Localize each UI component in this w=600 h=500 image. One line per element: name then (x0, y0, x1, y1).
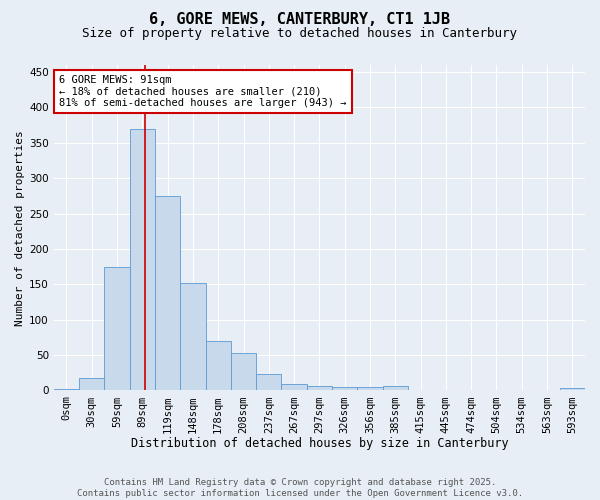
Bar (307, 386, 332, 390)
Text: 6, GORE MEWS, CANTERBURY, CT1 1JB: 6, GORE MEWS, CANTERBURY, CT1 1JB (149, 12, 451, 28)
Bar (54, 389, 79, 390)
Text: Contains HM Land Registry data © Crown copyright and database right 2025.
Contai: Contains HM Land Registry data © Crown c… (77, 478, 523, 498)
Bar (206, 341, 231, 390)
Bar (155, 196, 180, 390)
Bar (383, 386, 408, 390)
Bar (79, 378, 104, 390)
Bar (130, 128, 155, 390)
Y-axis label: Number of detached properties: Number of detached properties (15, 130, 25, 326)
Bar (358, 387, 383, 390)
Bar (281, 384, 307, 390)
Bar (180, 283, 206, 391)
Text: 6 GORE MEWS: 91sqm
← 18% of detached houses are smaller (210)
81% of semi-detach: 6 GORE MEWS: 91sqm ← 18% of detached hou… (59, 75, 347, 108)
Text: Size of property relative to detached houses in Canterbury: Size of property relative to detached ho… (83, 28, 517, 40)
Bar (256, 374, 281, 390)
Bar (332, 387, 358, 390)
Bar (231, 353, 256, 391)
Bar (104, 266, 130, 390)
X-axis label: Distribution of detached houses by size in Canterbury: Distribution of detached houses by size … (131, 437, 508, 450)
Bar (560, 388, 585, 390)
